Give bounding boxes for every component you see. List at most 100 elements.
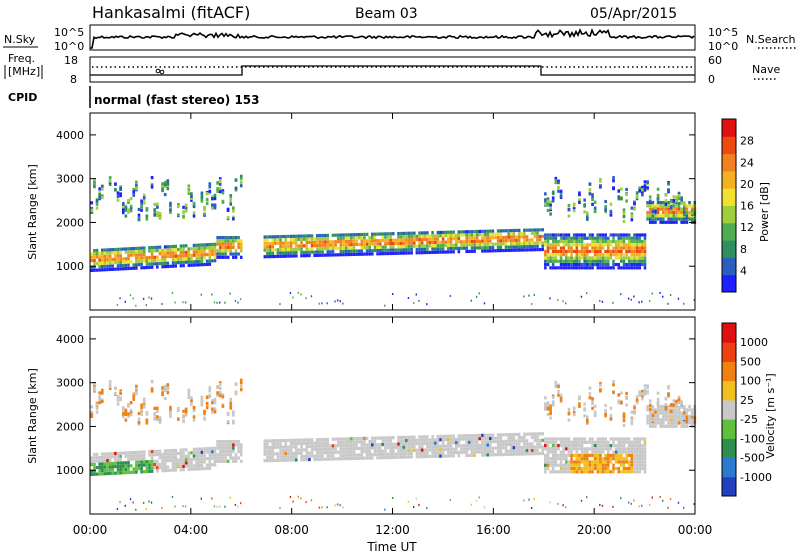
power-cell [462,240,466,244]
velocity-cell [292,445,295,449]
velocity-cell [279,445,282,449]
power-cell [685,204,689,208]
velocity-cell [585,466,589,471]
velocity-cell [654,418,657,422]
power-cell [339,233,343,237]
power-cell [218,236,222,240]
power-cell [232,242,235,246]
velocity-cell [680,400,683,404]
power-cell [420,241,424,245]
power-cell [635,194,639,198]
velocity-cell [336,437,340,441]
power-cell [95,261,99,266]
power-cell [208,249,212,253]
velocity-cell [567,407,571,412]
velocity-cell [546,447,550,451]
power-cell [211,206,214,210]
power-cell [583,259,586,263]
power-cell [638,266,642,270]
velocity-cell [116,402,120,406]
power-cell [664,193,668,197]
power-cell [116,198,120,202]
power-cell [418,244,421,248]
velocity-cell [491,449,495,454]
velocity-cell [142,450,146,454]
power-cell [218,239,222,243]
velocity-cell [95,403,99,407]
velocity-cbar-label: Velocity [m s⁻¹] [764,373,777,458]
velocity-cell [106,468,109,472]
colorbar-tick-label: 500 [740,355,761,368]
power-cell [169,204,172,208]
velocity-cell [121,461,125,465]
power-cell [654,220,657,224]
power-cell [625,246,628,250]
velocity-cell [449,498,452,501]
velocity-cell [544,460,547,464]
velocity-cell [517,436,521,440]
power-cell [276,248,280,252]
power-cell [305,297,307,300]
power-cell [580,262,584,267]
power-cell [588,249,592,254]
velocity-cell [302,454,306,459]
power-cell [470,239,474,244]
power-cell [137,259,141,263]
velocity-cell [234,456,238,460]
velocity-cell [502,452,505,457]
power-cell [444,240,448,244]
power-cell [675,204,678,208]
power-cell [329,246,332,251]
velocity-cell [528,448,531,453]
velocity-cell [609,457,613,461]
velocity-cell [334,450,337,454]
power-cell [407,238,411,242]
power-cell [578,259,581,263]
power-cell [135,253,138,257]
velocity-cell [410,438,413,443]
power-cell [585,253,589,257]
power-cell [625,192,628,196]
velocity-cell [439,438,442,442]
velocity-cell [163,455,167,460]
power-cell [218,177,222,181]
power-cell [98,265,101,269]
velocity-cell [376,452,379,457]
velocity-cell [583,440,586,444]
velocity-cell [145,412,149,416]
power-cell [504,229,508,233]
velocity-cell [426,448,429,452]
power-cell [633,233,636,237]
velocity-cell [402,448,406,453]
velocity-cell [93,382,96,386]
power-cell [211,246,214,250]
power-cell [635,249,639,254]
velocity-cell [509,436,513,440]
velocity-cell [559,470,563,474]
power-cell [454,240,458,244]
power-cell [350,246,353,250]
velocity-cell [418,438,421,442]
velocity-cell [664,418,668,422]
velocity-cell [447,447,450,451]
velocity-cell [638,393,642,397]
velocity-cell [680,418,683,422]
velocity-cell [593,447,597,451]
velocity-cell [297,495,300,498]
velocity-cell [433,448,437,452]
power-cell [567,233,571,237]
velocity-cell [166,391,170,395]
power-cell [271,235,274,239]
velocity-cell [352,456,356,461]
velocity-cell [378,442,382,447]
power-cell [551,233,555,237]
power-cell [98,255,101,259]
power-cell [237,239,240,243]
velocity-cell [667,424,670,428]
power-cell [523,235,526,239]
velocity-cell [129,413,133,417]
velocity-cell [127,470,130,475]
velocity-cell [470,453,474,457]
velocity-cell [606,457,610,461]
power-cell [572,207,576,211]
